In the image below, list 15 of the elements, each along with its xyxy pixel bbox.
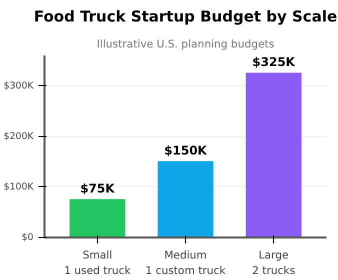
x-tick-label: Medium 1 custom truck [145, 248, 226, 278]
bar [70, 199, 126, 238]
data-label: $325K [252, 55, 296, 70]
y-tick-label: $200K [4, 130, 34, 142]
x-tick-label: Small 1 used truck [64, 248, 132, 278]
bar [158, 161, 214, 238]
data-label: $75K [80, 182, 116, 196]
data-label: $150K [164, 144, 208, 158]
bar [246, 72, 302, 238]
chart-title: Food Truck Startup Budget by Scale [34, 8, 338, 26]
y-tick-label: $100K [4, 181, 34, 192]
chart-subtitle: Illustrative U.S. planning budgets [96, 38, 275, 50]
y-tick-label: $300K [4, 80, 34, 92]
x-tick-label: Large 2 trucks [252, 248, 296, 278]
y-tick-label: $0 [22, 232, 34, 243]
